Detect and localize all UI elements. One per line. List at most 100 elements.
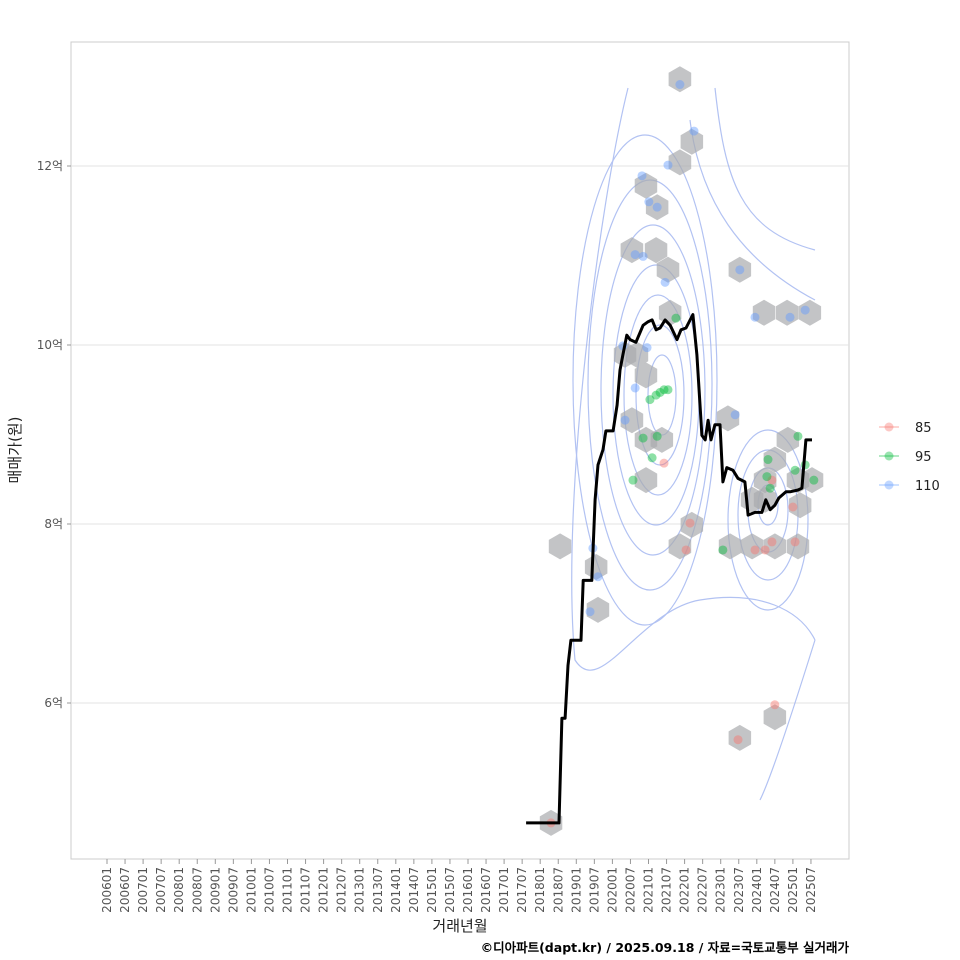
data-point-85: [767, 475, 777, 485]
legend: 85 95 110: [879, 421, 940, 494]
legend-marker-95: [884, 451, 894, 461]
hexbin: [728, 256, 752, 283]
hexbin: [634, 172, 658, 199]
hexbin: [763, 533, 787, 560]
hexbin: [650, 426, 674, 453]
data-point-110: [630, 250, 640, 260]
scatter-points: [546, 80, 819, 828]
x-tick-label: 201707: [515, 867, 529, 913]
hexbin: [668, 533, 692, 560]
data-point-110: [750, 312, 760, 322]
data-point-110: [652, 202, 662, 212]
data-point-110: [800, 305, 810, 315]
data-point-95: [671, 313, 681, 323]
hexbin: [800, 467, 824, 494]
data-point-85: [760, 545, 770, 555]
hexbin: [620, 407, 644, 434]
legend-label-95: 95: [915, 450, 932, 465]
hexbins: [539, 66, 824, 836]
y-tick-label: 12억: [37, 159, 63, 173]
data-point-110: [593, 572, 603, 582]
caption: ©디아파트(dapt.kr) / 2025.09.18 / 자료=국토교통부 실…: [481, 940, 850, 955]
data-point-95: [652, 431, 662, 441]
hexbin: [718, 533, 742, 560]
x-tick-label: 202401: [750, 867, 764, 913]
x-tick-label: 201701: [497, 867, 511, 913]
data-point-95: [651, 390, 661, 400]
data-point-85: [733, 735, 743, 745]
data-point-110: [637, 171, 647, 181]
hexbin: [634, 362, 658, 389]
data-point-110: [785, 312, 795, 322]
contour: [727, 429, 809, 611]
hexbin: [668, 66, 692, 93]
data-point-110: [675, 80, 685, 90]
x-tick-label: 201301: [353, 867, 367, 913]
data-point-85: [681, 545, 691, 555]
legend-label-110: 110: [915, 479, 940, 494]
data-point-95: [645, 395, 655, 405]
data-point-110: [660, 277, 670, 287]
x-tick-label: 201407: [407, 867, 421, 913]
plot-area: [70, 41, 850, 860]
x-tick-label: 200707: [154, 867, 168, 913]
data-point-95: [655, 387, 665, 397]
x-tick-label: 202001: [605, 867, 619, 913]
median-price-line: [526, 313, 812, 825]
x-tick-label: 200907: [226, 867, 240, 913]
y-tick-label: 10억: [37, 338, 63, 352]
hexbin: [584, 554, 608, 580]
data-point-85: [770, 700, 780, 710]
data-point-85: [659, 458, 669, 468]
x-tick-label: 201107: [299, 867, 313, 913]
data-point-110: [630, 383, 640, 393]
x-tick-label: 200807: [190, 867, 204, 913]
hexbin: [752, 299, 776, 326]
hexbin: [634, 467, 658, 494]
y-axis-ticks: 6억 8억 10억 12억: [37, 159, 71, 710]
contour: [571, 87, 816, 671]
data-point-110: [644, 197, 654, 207]
x-tick-label: 202307: [732, 867, 746, 913]
hexbin: [668, 149, 692, 176]
x-tick-label: 200901: [208, 867, 222, 913]
x-tick-label: 202207: [696, 867, 710, 913]
data-point-110: [585, 607, 595, 617]
x-tick-label: 201307: [371, 867, 385, 913]
hexbin: [753, 467, 777, 494]
data-point-110: [689, 126, 699, 136]
x-tick-label: 202301: [714, 867, 728, 913]
data-point-110: [638, 251, 648, 261]
data-point-95: [763, 455, 773, 465]
x-tick-label: 201101: [281, 867, 295, 913]
x-tick-label: 201207: [335, 867, 349, 913]
hexbin: [786, 533, 810, 560]
data-point-110: [620, 415, 630, 425]
x-tick-label: 202101: [642, 867, 656, 913]
hexbin: [625, 341, 649, 368]
x-tick-label: 201001: [244, 867, 258, 913]
data-point-95: [790, 465, 800, 475]
hexbin: [728, 724, 752, 751]
x-tick-label: 201807: [551, 867, 565, 913]
x-tick-label: 202501: [786, 867, 800, 913]
x-tick-label: 201907: [587, 867, 601, 913]
x-tick-label: 201901: [569, 867, 583, 913]
x-tick-label: 200701: [136, 867, 150, 913]
data-point-95: [793, 431, 803, 441]
hexbin: [644, 237, 668, 264]
x-tick-label: 201007: [263, 867, 277, 913]
data-point-110: [730, 410, 740, 420]
data-point-95: [718, 545, 728, 555]
y-tick-label: 8억: [44, 517, 63, 531]
density-contours: [571, 87, 816, 801]
data-point-95: [638, 433, 648, 443]
hexbin: [680, 511, 704, 538]
data-point-95: [809, 475, 819, 485]
x-axis-title: 거래년월: [432, 917, 487, 935]
data-point-85: [767, 537, 777, 547]
data-point-95: [765, 483, 775, 493]
data-point-85: [790, 537, 800, 547]
x-tick-label: 202507: [804, 867, 818, 913]
